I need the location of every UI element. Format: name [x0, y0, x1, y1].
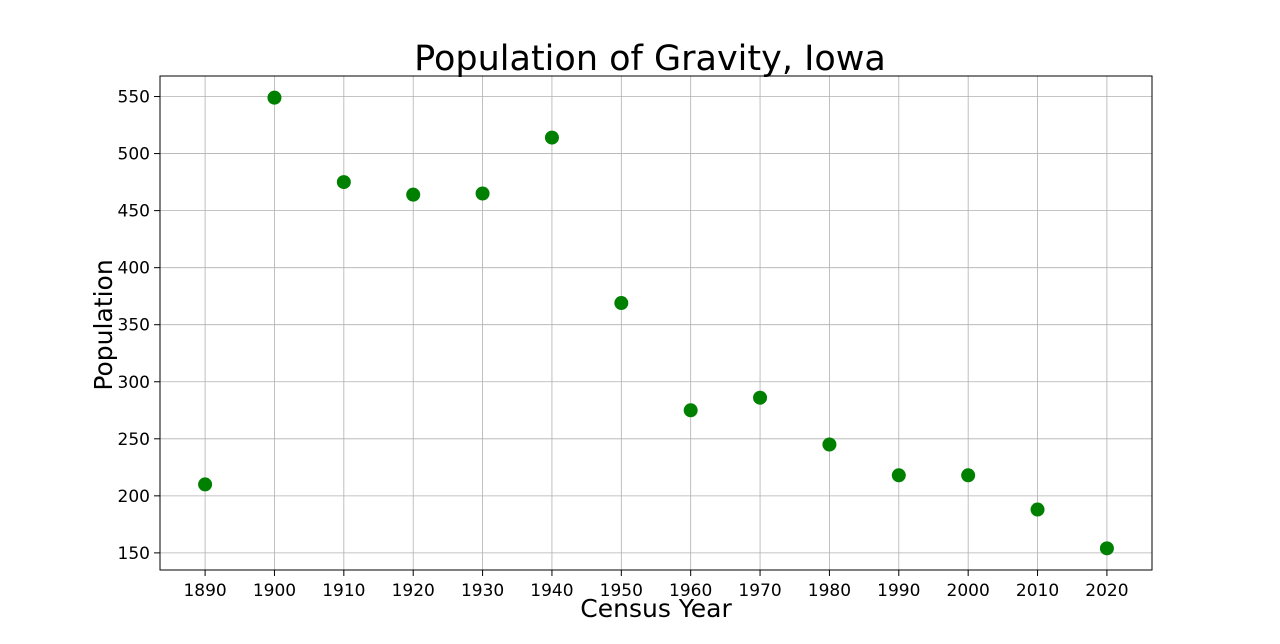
data-point	[198, 477, 213, 492]
data-point	[614, 296, 629, 311]
y-axis-label: Population	[89, 259, 118, 390]
y-tick-label: 200	[118, 487, 150, 507]
axis-ticks: 1890 1900 1910 1920 1930 1940 1950 1960 1970 1980…	[118, 88, 1129, 601]
data-point	[753, 390, 768, 405]
x-tick-label: 1980	[808, 581, 851, 601]
x-tick-label: 2010	[1016, 581, 1059, 601]
data-point	[267, 90, 282, 105]
x-tick-label: 1890	[183, 581, 226, 601]
data-point	[544, 130, 559, 145]
x-tick-label: 2000	[947, 581, 990, 601]
grid-lines	[160, 76, 1152, 570]
x-tick-label: 1950	[600, 581, 643, 601]
data-point	[891, 468, 906, 483]
data-point	[822, 437, 837, 452]
data-point	[961, 468, 976, 483]
data-point	[336, 175, 351, 190]
y-tick-label: 550	[118, 88, 150, 108]
data-point	[1099, 541, 1114, 556]
x-tick-label: 1930	[461, 581, 504, 601]
y-tick-label: 450	[118, 202, 150, 222]
x-tick-label: 1900	[253, 581, 296, 601]
x-tick-label: 1940	[530, 581, 573, 601]
y-tick-label: 250	[118, 430, 150, 450]
x-tick-label: 2020	[1085, 581, 1128, 601]
x-tick-label: 1910	[322, 581, 365, 601]
x-tick-label: 1920	[392, 581, 435, 601]
data-point	[406, 187, 421, 202]
x-axis-label: Census Year	[580, 594, 732, 623]
data-points	[198, 90, 1114, 556]
data-point	[683, 403, 698, 418]
y-tick-label: 400	[118, 259, 150, 279]
plot-area-frame	[159, 75, 1153, 571]
x-tick-label: 1960	[669, 581, 712, 601]
x-tick-label: 1970	[738, 581, 781, 601]
chart-title: Population of Gravity, Iowa	[414, 39, 886, 79]
x-tick-label: 1990	[877, 581, 920, 601]
y-tick-label: 300	[118, 373, 150, 393]
y-tick-label: 350	[118, 316, 150, 336]
y-tick-label: 150	[118, 544, 150, 564]
data-point	[1030, 502, 1045, 517]
y-tick-label: 500	[118, 145, 150, 165]
data-point	[475, 186, 490, 201]
